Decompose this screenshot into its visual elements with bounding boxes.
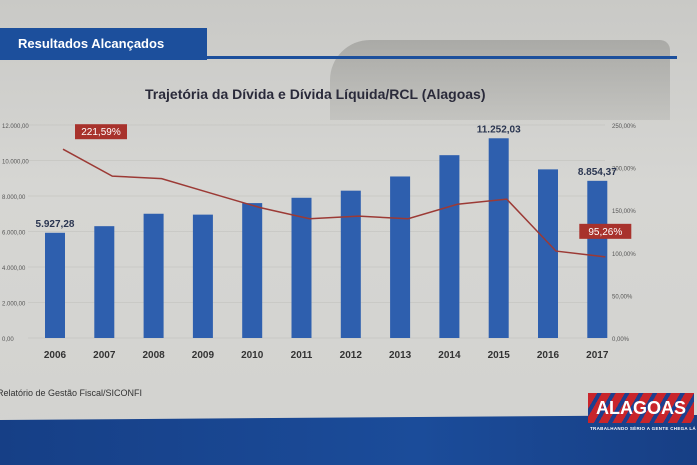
footer-band (0, 415, 697, 465)
palm-trees-background (330, 40, 670, 120)
x-tick-label: 2017 (586, 350, 609, 361)
bar-2007 (94, 226, 115, 338)
bar-2015 (488, 138, 509, 338)
left-tick-label: 2.000,00 (2, 302, 26, 308)
bar-2017 (587, 180, 608, 338)
logo-tagline: TRABALHANDO SÉRIO A GENTE CHEGA LÁ (590, 426, 696, 431)
x-tick-label: 2013 (389, 350, 412, 361)
bar-2016 (538, 169, 558, 338)
bar-data-label: 5.927,28 (36, 219, 75, 230)
bar-2012 (340, 190, 361, 338)
bar-2013 (390, 176, 411, 338)
bar-2010 (242, 203, 263, 338)
x-tick-label: 2009 (192, 350, 215, 361)
left-tick-label: 0,00 (2, 337, 14, 343)
x-tick-label: 2011 (291, 350, 313, 361)
bar-2014 (439, 155, 460, 338)
x-tick-label: 2007 (93, 350, 116, 361)
right-tick-label: 0,00% (612, 337, 630, 343)
x-tick-label: 2010 (241, 350, 264, 361)
line-data-label: 95,26% (588, 227, 622, 238)
x-tick-label: 2006 (44, 350, 67, 361)
left-tick-label: 4.000,00 (2, 266, 26, 272)
line-data-label-box (579, 223, 632, 239)
right-tick-label: 100,00% (612, 252, 636, 258)
left-tick-label: 8.000,00 (2, 195, 26, 201)
bar-2006 (45, 232, 65, 338)
right-tick-label: 200,00% (612, 167, 636, 173)
bar-data-label: 8.854,37 (578, 167, 617, 178)
right-tick-label: 150,00% (612, 209, 636, 215)
line-data-label: 221,59% (81, 127, 121, 138)
right-tick-label: 250,00% (612, 124, 636, 130)
left-tick-label: 6.000,00 (2, 231, 26, 237)
bar-2009 (192, 214, 213, 338)
bar-data-label: 11.252,03 (477, 124, 521, 135)
x-tick-label: 2014 (438, 350, 461, 361)
chart-title: Trajetória da Dívida e Dívida Líquida/RC… (145, 86, 486, 102)
x-tick-label: 2016 (537, 350, 560, 361)
bar-2008 (143, 213, 164, 338)
x-tick-label: 2008 (142, 350, 165, 361)
bar-2011 (291, 197, 312, 338)
left-tick-label: 12.000,00 (2, 124, 29, 130)
x-tick-label: 2015 (488, 350, 511, 361)
right-tick-label: 50,00% (612, 294, 633, 300)
alagoas-logo: ALAGOAS (588, 393, 694, 423)
line-data-label-box (75, 124, 127, 140)
x-tick-label: 2012 (340, 350, 363, 361)
section-header: Resultados Alcançados (0, 28, 207, 60)
source-note: Relatório de Gestão Fiscal/SICONFI (0, 388, 143, 398)
ratio-line (62, 148, 606, 258)
header-rule (207, 56, 677, 59)
left-tick-label: 10.000,00 (2, 160, 29, 166)
